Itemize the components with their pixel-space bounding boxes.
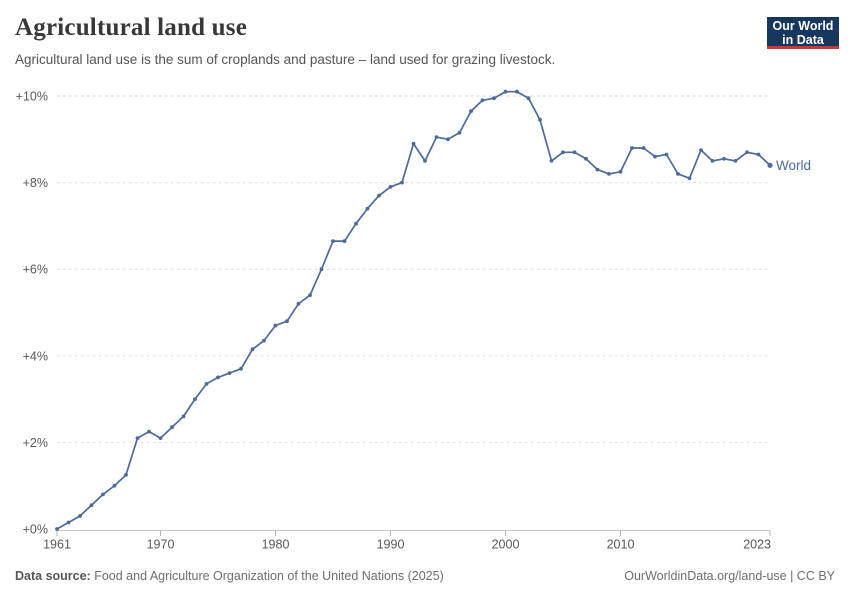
owid-logo[interactable]: Our World in Data [767,17,839,49]
data-point[interactable] [158,436,163,440]
data-point[interactable] [561,150,565,155]
data-point[interactable] [710,159,715,163]
data-point[interactable] [365,206,370,211]
data-point[interactable] [699,148,703,153]
x-axis-tick-label: 2023 [743,538,771,552]
data-point[interactable] [722,156,726,161]
owid-logo-line1: Our World [772,19,834,33]
data-point[interactable] [446,137,450,142]
data-point[interactable] [296,301,301,306]
data-point[interactable] [676,172,680,176]
data-point[interactable] [607,172,611,176]
data-point[interactable] [480,98,485,103]
x-axis-tick-label: 2000 [492,538,520,552]
data-point[interactable] [112,483,117,488]
data-point[interactable] [526,96,531,101]
data-point[interactable] [400,180,404,185]
data-point[interactable] [239,366,243,371]
data-point[interactable] [687,176,692,181]
data-point[interactable] [66,520,71,525]
x-axis-tick-label: 1970 [147,538,175,552]
owid-logo-line2: in Data [782,33,824,47]
data-point[interactable] [767,162,773,168]
x-axis-tick-label: 1990 [377,538,405,552]
data-point[interactable] [135,436,140,440]
attribution-link[interactable]: OurWorldinData.org/land-use | CC BY [624,569,835,583]
x-axis-tick-label: 1961 [43,538,71,552]
y-axis-tick-label: +10% [16,90,48,104]
data-point[interactable] [193,397,197,401]
data-point[interactable] [584,156,588,161]
y-axis-tick-label: +6% [23,263,48,277]
data-point[interactable] [457,130,462,135]
data-point[interactable] [250,347,255,352]
data-point[interactable] [331,239,335,244]
world-line-series[interactable] [56,90,771,530]
x-axis-tick-label: 1980 [262,538,290,552]
data-point[interactable] [538,117,542,122]
data-point[interactable] [204,382,209,386]
data-point[interactable] [492,96,496,101]
data-point[interactable] [630,146,634,150]
data-point[interactable] [423,159,427,163]
data-point[interactable] [733,159,738,163]
chart-subtitle: Agricultural land use is the sum of crop… [15,52,556,67]
data-point[interactable] [216,375,220,380]
data-point[interactable] [641,146,646,150]
data-point[interactable] [181,414,186,419]
data-point[interactable] [285,319,289,324]
data-point[interactable] [572,150,577,155]
data-point[interactable] [78,514,82,518]
y-axis-tick-label: +8% [23,176,48,190]
data-point[interactable] [55,527,59,531]
data-point[interactable] [342,239,347,244]
data-point[interactable] [388,185,393,189]
data-point[interactable] [469,109,473,114]
chart-title: Agricultural land use [15,14,247,41]
data-point[interactable] [147,429,151,434]
data-point[interactable] [595,167,600,172]
data-point[interactable] [515,89,519,94]
data-point[interactable] [273,323,278,328]
data-point[interactable] [549,159,554,163]
data-point[interactable] [653,154,657,159]
data-point[interactable] [411,141,416,146]
y-axis-tick-label: +2% [23,436,48,450]
data-point[interactable] [756,152,761,157]
data-point[interactable] [262,338,266,343]
data-point[interactable] [354,221,358,226]
data-point[interactable] [745,150,749,155]
data-point[interactable] [503,89,508,94]
x-axis-tick-label: 2010 [607,538,635,552]
y-axis-tick-label: +4% [23,349,48,363]
series-entity-label[interactable]: World [776,158,811,173]
data-point[interactable] [664,152,669,157]
data-source-value: Food and Agriculture Organization of the… [94,569,444,583]
data-point[interactable] [434,135,439,140]
data-source-note: Data source: Food and Agriculture Organi… [15,569,444,583]
data-source-label: Data source: [15,569,91,583]
y-axis-tick-label: +0% [23,523,48,537]
data-point[interactable] [227,371,232,375]
data-point[interactable] [377,193,381,198]
data-point[interactable] [319,267,324,272]
data-point[interactable] [170,425,174,430]
data-point[interactable] [101,492,105,497]
data-point[interactable] [89,503,94,508]
data-point[interactable] [124,473,128,477]
data-point[interactable] [308,293,312,298]
data-point[interactable] [618,169,623,174]
